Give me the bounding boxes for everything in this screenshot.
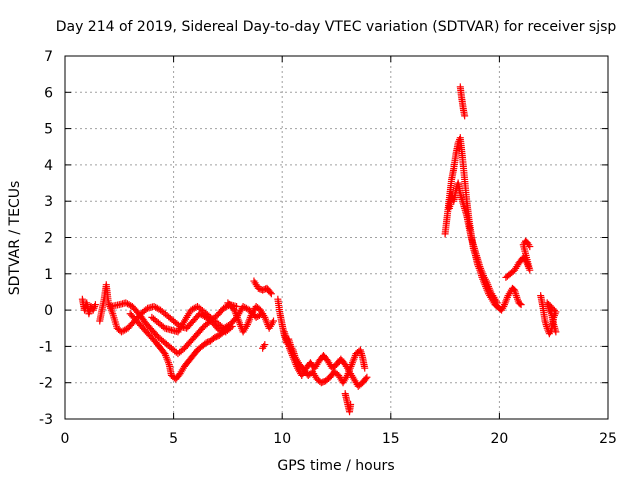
x-tick-label: 0 [61,431,70,447]
y-tick-label: -1 [39,339,53,355]
data-point [526,243,534,251]
data-point [91,301,99,309]
data-point [125,301,133,309]
y-tick-label: -2 [39,376,53,392]
x-tick-label: 10 [273,431,291,447]
data-point [516,300,524,308]
data-point [260,342,268,350]
y-tick-label: 7 [44,49,53,65]
data-point [121,326,129,334]
data-point [493,299,501,307]
data-point [461,112,469,120]
data-point [267,290,275,298]
data-point [270,317,278,325]
data-point [347,400,355,408]
chart-title: Day 214 of 2019, Sidereal Day-to-day VTE… [56,19,617,35]
y-axis-label: SDTVAR / TECUs [7,181,23,296]
x-tick-label: 5 [169,431,178,447]
data-point [362,375,370,383]
data-point [552,328,560,336]
y-tick-label: -3 [39,412,53,428]
y-tick-label: 0 [44,303,53,319]
data-points [78,83,560,416]
x-tick-label: 15 [382,431,400,447]
y-tick-label: 3 [44,194,53,210]
data-point [361,364,369,372]
x-axis-label: GPS time / hours [277,458,394,474]
axis-ticks [64,55,609,420]
data-point [153,304,161,312]
x-tick-label: 25 [599,431,617,447]
data-point [242,304,250,312]
y-tick-labels: -3 -2 -1 0 1 2 3 4 5 6 7 [39,49,53,428]
y-tick-label: 4 [44,158,53,174]
data-point [517,301,525,309]
y-tick-label: 2 [44,231,53,247]
data-point [261,341,269,349]
y-tick-label: 5 [44,122,53,138]
data-point [266,288,274,296]
x-tick-label: 20 [490,431,508,447]
data-point [363,373,371,381]
y-tick-label: 1 [44,267,53,283]
x-tick-labels: 0 5 10 15 20 25 [61,431,617,447]
y-tick-label: 6 [44,85,53,101]
